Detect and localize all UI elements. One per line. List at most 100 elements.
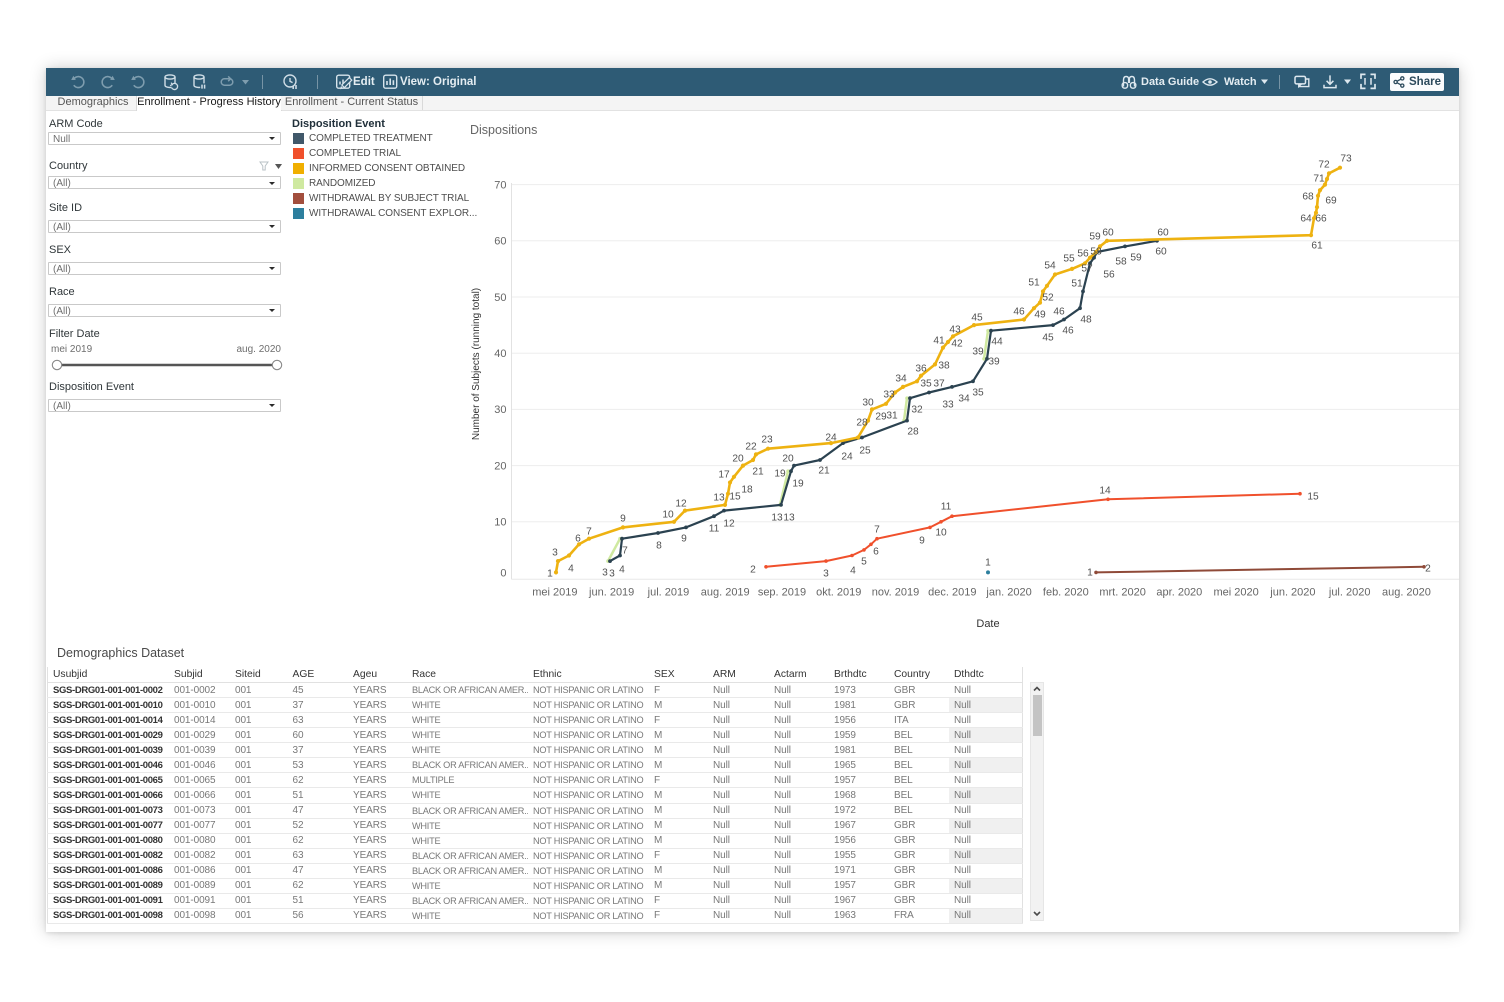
svg-text:11: 11	[709, 524, 720, 535]
svg-text:35: 35	[972, 388, 984, 399]
svg-text:1: 1	[547, 569, 553, 580]
svg-text:42: 42	[951, 339, 963, 350]
svg-text:71: 71	[1313, 174, 1325, 185]
svg-text:Number of Subjects (running to: Number of Subjects (running total)	[471, 288, 482, 440]
svg-text:9: 9	[620, 514, 626, 525]
svg-text:okt. 2019: okt. 2019	[816, 587, 861, 599]
svg-text:51: 51	[1071, 279, 1083, 290]
svg-text:45: 45	[971, 313, 983, 324]
svg-text:60: 60	[494, 236, 506, 248]
svg-text:66: 66	[1315, 214, 1327, 225]
svg-text:58: 58	[1115, 257, 1127, 268]
svg-text:35: 35	[920, 379, 932, 390]
svg-text:39: 39	[972, 347, 984, 358]
svg-text:72: 72	[1318, 160, 1330, 171]
svg-text:14: 14	[1099, 486, 1111, 497]
svg-text:3: 3	[602, 568, 608, 579]
svg-text:55: 55	[1063, 254, 1075, 265]
svg-text:jul. 2019: jul. 2019	[647, 587, 690, 599]
svg-text:4: 4	[850, 566, 856, 577]
svg-text:70: 70	[494, 179, 506, 191]
svg-text:39: 39	[988, 357, 1000, 368]
svg-text:45: 45	[1042, 333, 1054, 344]
svg-text:2: 2	[750, 565, 756, 576]
svg-text:68: 68	[1302, 192, 1314, 203]
svg-text:59: 59	[1130, 253, 1142, 264]
svg-text:40: 40	[494, 348, 506, 360]
svg-text:3: 3	[823, 569, 829, 580]
svg-text:41: 41	[933, 336, 945, 347]
svg-text:aug. 2020: aug. 2020	[1382, 587, 1431, 599]
svg-text:33: 33	[942, 400, 954, 411]
svg-text:1: 1	[1087, 568, 1093, 579]
svg-text:aug. 2019: aug. 2019	[701, 587, 750, 599]
svg-text:52: 52	[1042, 293, 1054, 304]
svg-text:jul. 2020: jul. 2020	[1328, 587, 1371, 599]
svg-text:dec. 2019: dec. 2019	[928, 587, 976, 599]
svg-text:9: 9	[681, 534, 687, 545]
svg-text:3: 3	[552, 548, 558, 559]
svg-text:7: 7	[622, 546, 628, 557]
svg-text:Date: Date	[976, 618, 999, 630]
svg-text:4: 4	[619, 565, 625, 576]
svg-text:49: 49	[1034, 310, 1046, 321]
svg-text:44: 44	[991, 337, 1003, 348]
svg-text:54: 54	[1044, 261, 1056, 272]
svg-text:25: 25	[859, 446, 871, 457]
svg-text:69: 69	[1325, 196, 1337, 207]
svg-text:3: 3	[609, 569, 615, 580]
svg-text:Dispositions: Dispositions	[470, 123, 537, 137]
svg-text:46: 46	[1053, 307, 1065, 318]
svg-text:13: 13	[771, 513, 783, 524]
svg-text:19: 19	[774, 469, 786, 480]
svg-text:30: 30	[862, 398, 874, 409]
svg-text:10: 10	[662, 510, 674, 521]
svg-text:jan. 2020: jan. 2020	[985, 587, 1031, 599]
svg-text:jun. 2020: jun. 2020	[1269, 587, 1315, 599]
svg-text:11: 11	[941, 502, 952, 513]
svg-text:19: 19	[792, 479, 804, 490]
svg-text:12: 12	[675, 499, 687, 510]
svg-text:46: 46	[1062, 326, 1074, 337]
svg-text:24: 24	[841, 452, 853, 463]
svg-text:37: 37	[933, 379, 945, 390]
svg-text:60: 60	[1102, 228, 1114, 239]
svg-text:jun. 2019: jun. 2019	[588, 587, 634, 599]
svg-text:60: 60	[1157, 228, 1169, 239]
svg-text:59: 59	[1089, 232, 1101, 243]
svg-text:21: 21	[752, 467, 764, 478]
svg-text:6: 6	[575, 534, 581, 545]
svg-text:18: 18	[741, 485, 753, 496]
svg-text:73: 73	[1340, 154, 1352, 165]
svg-text:46: 46	[1013, 307, 1025, 318]
svg-text:30: 30	[494, 404, 506, 416]
svg-text:50: 50	[494, 292, 506, 304]
svg-text:15: 15	[729, 492, 741, 503]
svg-text:13: 13	[783, 513, 795, 524]
svg-text:29: 29	[875, 412, 887, 423]
svg-text:mei 2020: mei 2020	[1214, 587, 1259, 599]
svg-text:38: 38	[938, 361, 950, 372]
svg-text:6: 6	[873, 547, 879, 558]
svg-text:nov. 2019: nov. 2019	[872, 587, 920, 599]
svg-text:60: 60	[1155, 247, 1167, 258]
svg-text:8: 8	[656, 541, 662, 552]
svg-text:15: 15	[1307, 492, 1319, 503]
svg-text:21: 21	[818, 466, 830, 477]
svg-text:2: 2	[1425, 564, 1431, 575]
svg-text:22: 22	[745, 442, 757, 453]
svg-text:51: 51	[1028, 278, 1040, 289]
svg-text:apr. 2020: apr. 2020	[1156, 587, 1202, 599]
svg-text:34: 34	[958, 394, 970, 405]
svg-text:10: 10	[494, 517, 506, 529]
svg-text:43: 43	[949, 325, 961, 336]
svg-text:61: 61	[1311, 241, 1323, 252]
svg-text:20: 20	[782, 454, 794, 465]
svg-text:32: 32	[911, 405, 923, 416]
svg-text:0: 0	[500, 568, 506, 580]
svg-text:sep. 2019: sep. 2019	[758, 587, 806, 599]
svg-text:48: 48	[1080, 315, 1092, 326]
svg-text:mrt. 2020: mrt. 2020	[1099, 587, 1145, 599]
svg-text:58: 58	[1090, 247, 1102, 258]
svg-text:24: 24	[825, 433, 837, 444]
